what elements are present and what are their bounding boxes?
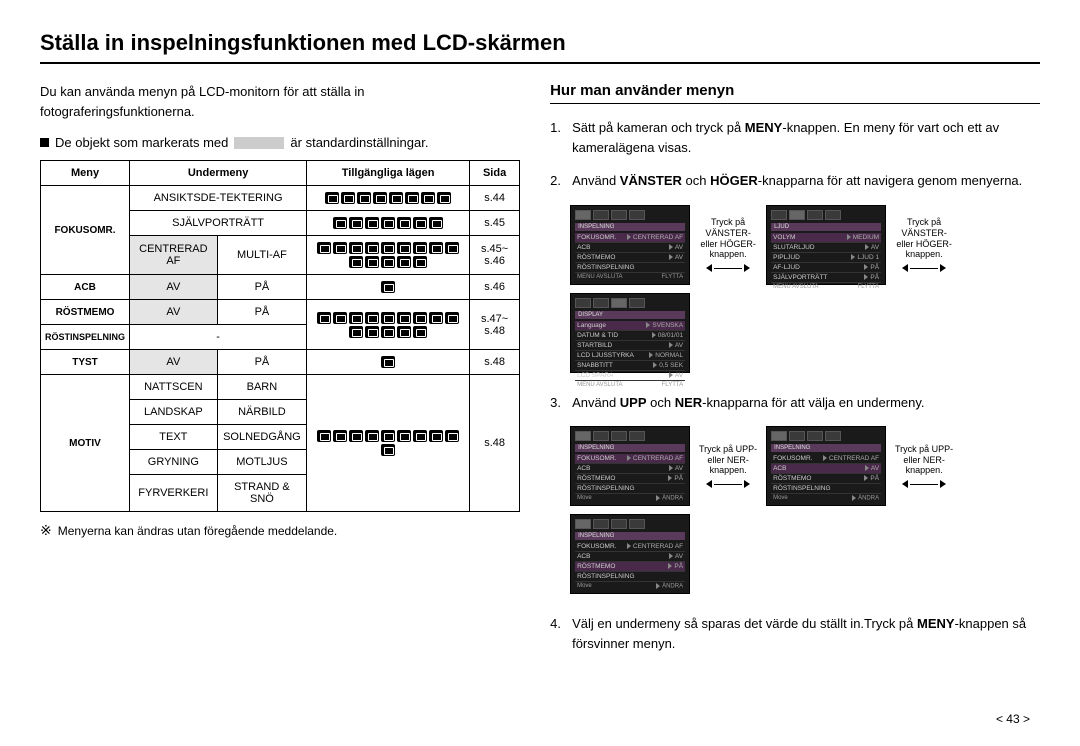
default-note: De objekt som markerats med är standardi… bbox=[40, 135, 520, 150]
cell-p-ansikt: s.44 bbox=[470, 186, 520, 211]
footnote: ※ Menyerna kan ändras utan föregående med… bbox=[40, 522, 520, 539]
cell-m3b: SOLNEDGÅNG bbox=[217, 425, 306, 450]
subhead: Hur man använder menyn bbox=[550, 82, 1040, 104]
step-2: 2. Använd VÄNSTER och HÖGER-knapparna fö… bbox=[550, 171, 1040, 191]
cell-m1b: BARN bbox=[217, 375, 306, 400]
th-meny: Meny bbox=[41, 161, 130, 186]
cell-multi: MULTI-AF bbox=[217, 236, 306, 275]
arrow-label: Tryck på UPP- eller NER-knappen. bbox=[894, 444, 954, 476]
cell-ansikt: ANSIKTSDE-TEKTERING bbox=[130, 186, 307, 211]
th-lagen: Tillgängliga lägen bbox=[307, 161, 470, 186]
cell-icons bbox=[307, 375, 470, 512]
step-1: 1. Sätt på kameran och tryck på MENY-kna… bbox=[550, 118, 1040, 157]
cell-rost-av: AV bbox=[130, 300, 218, 325]
cell-sjalv: SJÄLVPORTRÄTT bbox=[130, 211, 307, 236]
step-num: 2. bbox=[550, 171, 564, 191]
arrow-ud-2: Tryck på UPP- eller NER-knappen. bbox=[894, 444, 954, 488]
step-1-text: Sätt på kameran och tryck på MENY-knappe… bbox=[572, 118, 1040, 157]
lcd-b1: INSPELNING FOKUSOMR.CENTRERAD AF ACBAV R… bbox=[570, 426, 690, 506]
cell-centr: CENTRERAD AF bbox=[130, 236, 218, 275]
cell-m1a: NATTSCEN bbox=[130, 375, 218, 400]
label-rost: RÖSTMEMO bbox=[41, 300, 130, 325]
arrow-label: Tryck på VÄNSTER- eller HÖGER-knappen. bbox=[894, 217, 954, 260]
cell-icons bbox=[307, 350, 470, 375]
arrow-label: Tryck på VÄNSTER- eller HÖGER-knappen. bbox=[698, 217, 758, 260]
lcd-display: DISPLAY LanguageSVENSKA DATUM & TID08/01… bbox=[570, 293, 690, 373]
cell-rostinsp-sub: - bbox=[130, 325, 307, 350]
lcd-b3: INSPELNING FOKUSOMR.CENTRERAD AF ACBAV R… bbox=[570, 514, 690, 594]
lcd-ljud: LJUD VOLYMMEDIUM SLUTARLJUDAV PIPLJUDLJU… bbox=[766, 205, 886, 285]
content-columns: Du kan använda menyn på LCD-monitorn för… bbox=[40, 82, 1040, 667]
arrow-lr-1: Tryck på VÄNSTER- eller HÖGER-knappen. bbox=[698, 217, 758, 272]
cell-m2b: NÄRBILD bbox=[217, 400, 306, 425]
lcd-row-1: INSPELNING FOKUSOMR.CENTRERAD AF ACBAV R… bbox=[570, 205, 1040, 373]
arrow-ud-1: Tryck på UPP- eller NER-knappen. bbox=[698, 444, 758, 488]
cell-m3a: TEXT bbox=[130, 425, 218, 450]
cell-m5a: FYRVERKERI bbox=[130, 475, 218, 512]
note-post: är standardinställningar. bbox=[290, 135, 428, 150]
lcd-row-2: INSPELNING FOKUSOMR.CENTRERAD AF ACBAV R… bbox=[570, 426, 1040, 594]
cell-p-rost: s.47~ s.48 bbox=[470, 300, 520, 350]
step-2-text: Använd VÄNSTER och HÖGER-knapparna för a… bbox=[572, 171, 1022, 191]
cell-m2a: LANDSKAP bbox=[130, 400, 218, 425]
square-bullet-icon bbox=[40, 138, 49, 147]
step-num: 4. bbox=[550, 614, 564, 653]
lcd-b2: INSPELNING FOKUSOMR.CENTRERAD AF ACBAV R… bbox=[766, 426, 886, 506]
label-motiv: MOTIV bbox=[41, 375, 130, 512]
lcd-inspelning: INSPELNING FOKUSOMR.CENTRERAD AF ACBAV R… bbox=[570, 205, 690, 285]
label-fokusomr: FOKUSOMR. bbox=[41, 186, 130, 275]
gray-default-chip bbox=[234, 137, 284, 149]
cell-p-motiv: s.48 bbox=[470, 375, 520, 512]
cell-p-acb: s.46 bbox=[470, 275, 520, 300]
step-num: 1. bbox=[550, 118, 564, 157]
arrow-label: Tryck på UPP- eller NER-knappen. bbox=[698, 444, 758, 476]
label-acb: ACB bbox=[41, 275, 130, 300]
cell-tyst-pa: PÅ bbox=[217, 350, 306, 375]
step-3: 3. Använd UPP och NER-knapparna för att … bbox=[550, 393, 1040, 413]
footnote-text: Menyerna kan ändras utan föregående medd… bbox=[58, 524, 338, 538]
step-4: 4. Välj en undermeny så sparas det värde… bbox=[550, 614, 1040, 653]
cell-rost-pa: PÅ bbox=[217, 300, 306, 325]
cell-m4b: MOTLJUS bbox=[217, 450, 306, 475]
page-number: < 43 > bbox=[996, 712, 1030, 726]
cell-m4a: GRYNING bbox=[130, 450, 218, 475]
cell-icons bbox=[307, 275, 470, 300]
th-sida: Sida bbox=[470, 161, 520, 186]
cell-p-centr: s.45~ s.46 bbox=[470, 236, 520, 275]
label-rostinsp: RÖSTINSPELNING bbox=[41, 325, 130, 350]
cell-icons bbox=[307, 186, 470, 211]
cell-acb-av: AV bbox=[130, 275, 218, 300]
cell-tyst-av: AV bbox=[130, 350, 218, 375]
cell-icons bbox=[307, 211, 470, 236]
reference-mark-icon: ※ bbox=[40, 522, 52, 538]
step-4-text: Välj en undermeny så sparas det värde du… bbox=[572, 614, 1040, 653]
cell-icons bbox=[307, 236, 470, 275]
intro-text: Du kan använda menyn på LCD-monitorn för… bbox=[40, 82, 520, 121]
left-column: Du kan använda menyn på LCD-monitorn för… bbox=[40, 82, 520, 667]
cell-m5b: STRAND & SNÖ bbox=[217, 475, 306, 512]
arrow-lr-2: Tryck på VÄNSTER- eller HÖGER-knappen. bbox=[894, 217, 954, 272]
th-undermeny: Undermeny bbox=[130, 161, 307, 186]
page-title: Ställa in inspelningsfunktionen med LCD-… bbox=[40, 30, 1040, 64]
step-3-text: Använd UPP och NER-knapparna för att väl… bbox=[572, 393, 924, 413]
cell-p-sjalv: s.45 bbox=[470, 211, 520, 236]
step-num: 3. bbox=[550, 393, 564, 413]
cell-p-tyst: s.48 bbox=[470, 350, 520, 375]
note-pre: De objekt som markerats med bbox=[55, 135, 228, 150]
right-column: Hur man använder menyn 1. Sätt på kamera… bbox=[550, 82, 1040, 667]
settings-table: Meny Undermeny Tillgängliga lägen Sida F… bbox=[40, 160, 520, 512]
cell-acb-pa: PÅ bbox=[217, 275, 306, 300]
label-tyst: TYST bbox=[41, 350, 130, 375]
cell-icons bbox=[307, 300, 470, 350]
